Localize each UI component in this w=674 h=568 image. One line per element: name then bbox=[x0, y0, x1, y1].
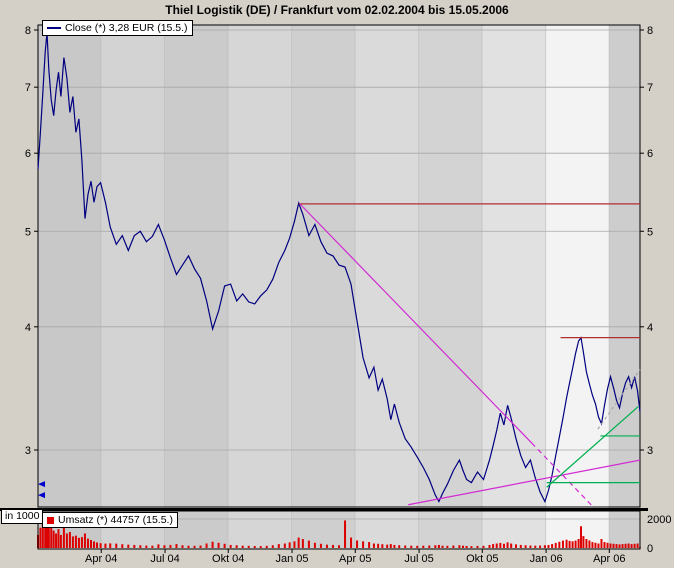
svg-text:Jul 05: Jul 05 bbox=[404, 553, 433, 565]
uptrend-green bbox=[546, 406, 639, 488]
close-line-swatch bbox=[47, 27, 61, 29]
svg-text:6: 6 bbox=[647, 148, 653, 160]
svg-text:Jul 04: Jul 04 bbox=[150, 553, 179, 565]
svg-text:5: 5 bbox=[25, 226, 31, 238]
svg-text:Apr 05: Apr 05 bbox=[339, 553, 371, 565]
trend-dashed-short bbox=[597, 369, 641, 430]
svg-text:Apr 04: Apr 04 bbox=[85, 553, 117, 565]
left-price-markers bbox=[38, 481, 45, 499]
svg-text:3: 3 bbox=[25, 445, 31, 457]
svg-text:Jan 05: Jan 05 bbox=[276, 553, 309, 565]
volume-bar-swatch bbox=[47, 516, 54, 524]
svg-text:3: 3 bbox=[647, 445, 653, 457]
svg-text:8: 8 bbox=[647, 25, 653, 37]
svg-text:7: 7 bbox=[647, 82, 653, 94]
volume-legend: Umsatz (*) 44757 (15.5.) bbox=[42, 512, 178, 528]
volume-unit-label: in 1000 bbox=[1, 509, 44, 524]
volume-bars bbox=[37, 515, 641, 548]
support-rising bbox=[408, 459, 641, 506]
axis-labels: 8 8 7 7 6 6 5 5 4 4 3 3 2000 0 Apr 04 Jul 04 Okt 04 Jan 0… bbox=[25, 25, 672, 565]
volume-legend-label: Umsatz (*) 44757 (15.5.) bbox=[58, 514, 173, 526]
svg-text:Apr 06: Apr 06 bbox=[593, 553, 625, 565]
chart-frame bbox=[0, 24, 648, 553]
close-price-line bbox=[37, 32, 641, 504]
trend-lines bbox=[298, 203, 641, 509]
close-legend: Close (*) 3,28 EUR (15.5.) bbox=[42, 20, 193, 36]
svg-text:7: 7 bbox=[25, 82, 31, 94]
svg-text:4: 4 bbox=[647, 322, 653, 334]
svg-text:Jan 06: Jan 06 bbox=[530, 553, 563, 565]
svg-text:Okt 05: Okt 05 bbox=[466, 553, 498, 565]
svg-text:8: 8 bbox=[25, 25, 31, 37]
svg-text:0: 0 bbox=[647, 543, 653, 555]
quarter-bands bbox=[38, 25, 640, 548]
chart-title: Thiel Logistik (DE) / Frankfurt vom 02.0… bbox=[165, 3, 509, 17]
svg-text:5: 5 bbox=[647, 226, 653, 238]
svg-text:6: 6 bbox=[25, 148, 31, 160]
close-legend-label: Close (*) 3,28 EUR (15.5.) bbox=[65, 22, 188, 34]
svg-text:Okt 04: Okt 04 bbox=[212, 553, 244, 565]
svg-text:2000: 2000 bbox=[647, 514, 671, 526]
downtrend-solid bbox=[299, 203, 533, 444]
svg-text:4: 4 bbox=[25, 322, 31, 334]
